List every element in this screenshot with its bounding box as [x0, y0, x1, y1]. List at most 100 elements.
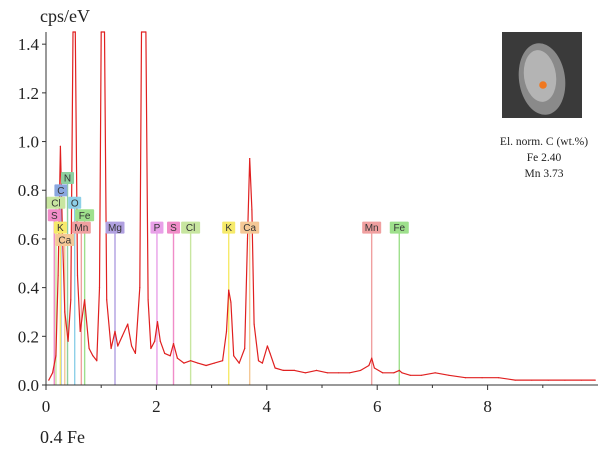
spectrum-point [57, 274, 59, 276]
spectrum-point [253, 323, 255, 325]
x-tick-label: 6 [373, 397, 382, 416]
spectrum-point [564, 379, 566, 381]
element-marker-badge [150, 221, 164, 234]
spectrum-point [398, 369, 400, 371]
spectrum-point [393, 372, 395, 374]
spectrum-point [59, 145, 62, 147]
spectrum-point [140, 31, 143, 33]
spectrum-point [238, 362, 240, 364]
element-marker-label: S [51, 211, 58, 222]
spectrum-point [72, 31, 74, 33]
spectrum-point [434, 372, 436, 374]
element-marker-badge [46, 196, 66, 209]
bottom-note: 0.4 Fe [40, 427, 85, 447]
spectrum-point [594, 379, 596, 381]
spectrum-point [197, 362, 199, 364]
element-marker-label: Mn [365, 223, 379, 234]
spectrum-point [233, 355, 235, 357]
spectrum-point [64, 311, 66, 313]
spectrum-point [547, 379, 549, 381]
spectrum-point [244, 347, 246, 350]
spectrum-point [261, 362, 263, 364]
spectrum-point [464, 377, 467, 379]
element-marker-label: N [64, 174, 71, 185]
spectrum-point [110, 347, 112, 350]
spectrum-point [266, 345, 268, 347]
y-tick-label: 0.0 [18, 376, 39, 395]
spectrum-point [448, 374, 450, 376]
element-marker-label: Fe [79, 211, 91, 222]
element-marker-lines [53, 183, 400, 385]
x-tick-label: 0 [42, 397, 51, 416]
element-marker-badge [181, 221, 201, 234]
spectrum-point [293, 369, 295, 371]
spectrum-point [164, 352, 166, 354]
element-marker-label: P [154, 223, 161, 234]
element-marker-label: C [57, 186, 64, 197]
spectrum-point [481, 377, 483, 379]
spectrum-point [139, 287, 141, 289]
x-axis-ticks: 0 2 4 6 8 [42, 385, 544, 416]
element-marker-badge [105, 221, 125, 234]
spectrum-point [100, 31, 102, 33]
element-marker-label: Mn [74, 223, 88, 234]
spectrum-point [382, 372, 384, 374]
spectrum-point [134, 352, 136, 354]
spectrum-point [269, 352, 271, 354]
spectrum-point [246, 238, 249, 240]
spectrum-point [371, 357, 373, 359]
spectrum-point [156, 321, 159, 323]
spectrum-point [251, 209, 253, 211]
element-marker-badge [61, 172, 75, 184]
element-marker-badge [71, 221, 91, 234]
spectrum-point [225, 330, 228, 332]
sem-inset-analysis-point [539, 81, 547, 89]
spectrum-point [98, 287, 101, 289]
spectrum-point [230, 301, 232, 303]
spectrum-point [338, 372, 340, 374]
spectrum-point [76, 274, 79, 276]
y-axis-ticks: 0.0 0.2 0.4 0.6 0.8 1.0 1.2 1.4 [18, 35, 46, 395]
spectrum-point [249, 158, 251, 160]
spectrum-point [55, 355, 57, 357]
inset-caption-line-2: Fe 2.40 [527, 152, 562, 164]
spectrum-point [96, 360, 98, 362]
element-marker-badge [222, 221, 236, 234]
spectrum-point [147, 299, 149, 301]
element-marker-badge [389, 221, 409, 234]
y-tick-label: 1.4 [18, 35, 40, 54]
element-marker-label: Ca [243, 223, 256, 234]
spectrum-point [74, 31, 76, 33]
element-marker-badge [240, 221, 260, 234]
sem-inset: El. norm. C (wt.%) Fe 2.40 Mn 3.73 [500, 32, 588, 180]
x-tick-label: 8 [483, 397, 492, 416]
spectrum-point [190, 360, 192, 362]
y-tick-label: 0.6 [18, 230, 39, 249]
element-marker-label: Cl [51, 198, 60, 209]
spectrum-point [79, 330, 81, 332]
spectrum-point [401, 372, 403, 374]
spectrum-point [304, 372, 306, 374]
spectrum-point [257, 360, 260, 362]
spectrum-point [154, 340, 156, 342]
spectrum-point [88, 347, 90, 350]
spectrum-point [183, 362, 185, 364]
sem-inset-particle-highlight [523, 50, 557, 102]
spectrum-point [315, 369, 318, 371]
inset-caption-line-3: Mn 3.73 [525, 168, 564, 180]
spectrum-point [127, 323, 129, 325]
spectrum-point [360, 369, 362, 371]
spectrum-point [67, 340, 69, 342]
y-tick-label: 1.2 [18, 84, 39, 103]
spectrum-point [117, 345, 119, 347]
element-marker-badge [55, 234, 75, 246]
spectrum-point [498, 377, 500, 379]
spectrum-point [169, 355, 171, 357]
spectrum-point [205, 364, 207, 367]
spectrum-point [282, 369, 284, 371]
element-marker-label: Cl [186, 223, 195, 234]
spectrum-point [114, 330, 116, 332]
spectrum-point [172, 343, 175, 345]
